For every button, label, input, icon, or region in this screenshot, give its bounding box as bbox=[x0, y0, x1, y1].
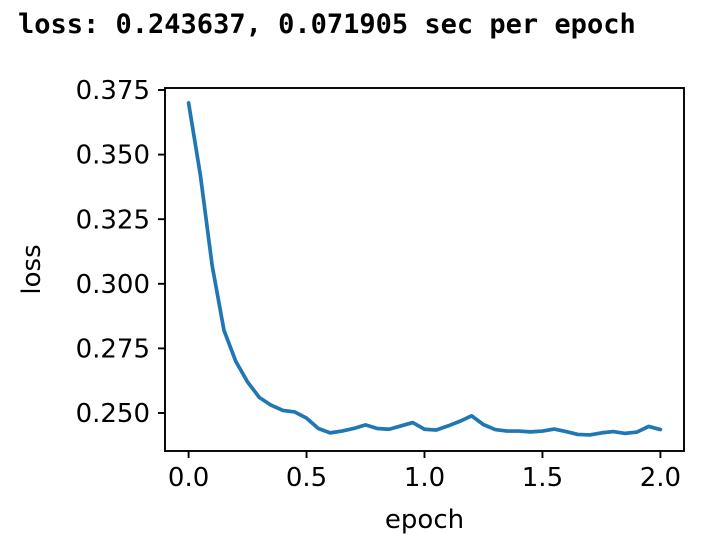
y-axis-ticks: 0.250 0.275 0.300 0.325 0.350 0.375 bbox=[76, 76, 165, 429]
loss-curve bbox=[186, 101, 663, 437]
x-tick-label: 0.5 bbox=[286, 463, 327, 493]
y-tick-label: 0.375 bbox=[76, 76, 150, 106]
y-tick-label: 0.275 bbox=[76, 334, 150, 364]
x-tick-label: 1.0 bbox=[404, 463, 445, 493]
y-tick-label: 0.250 bbox=[76, 399, 150, 429]
y-tick-label: 0.325 bbox=[76, 205, 150, 235]
axes-frame bbox=[164, 87, 685, 452]
x-axis-ticks: 0.0 0.5 1.0 1.5 2.0 bbox=[168, 451, 681, 493]
x-tick-label: 1.5 bbox=[522, 463, 563, 493]
y-axis-label: loss bbox=[17, 244, 47, 294]
y-tick-label: 0.300 bbox=[76, 270, 150, 300]
x-tick-label: 0.0 bbox=[168, 463, 209, 493]
x-tick-label: 2.0 bbox=[640, 463, 681, 493]
x-axis-label: epoch bbox=[385, 505, 464, 534]
chart-title: loss: 0.243637, 0.071905 sec per epoch bbox=[18, 9, 636, 40]
y-tick-label: 0.350 bbox=[76, 141, 150, 171]
